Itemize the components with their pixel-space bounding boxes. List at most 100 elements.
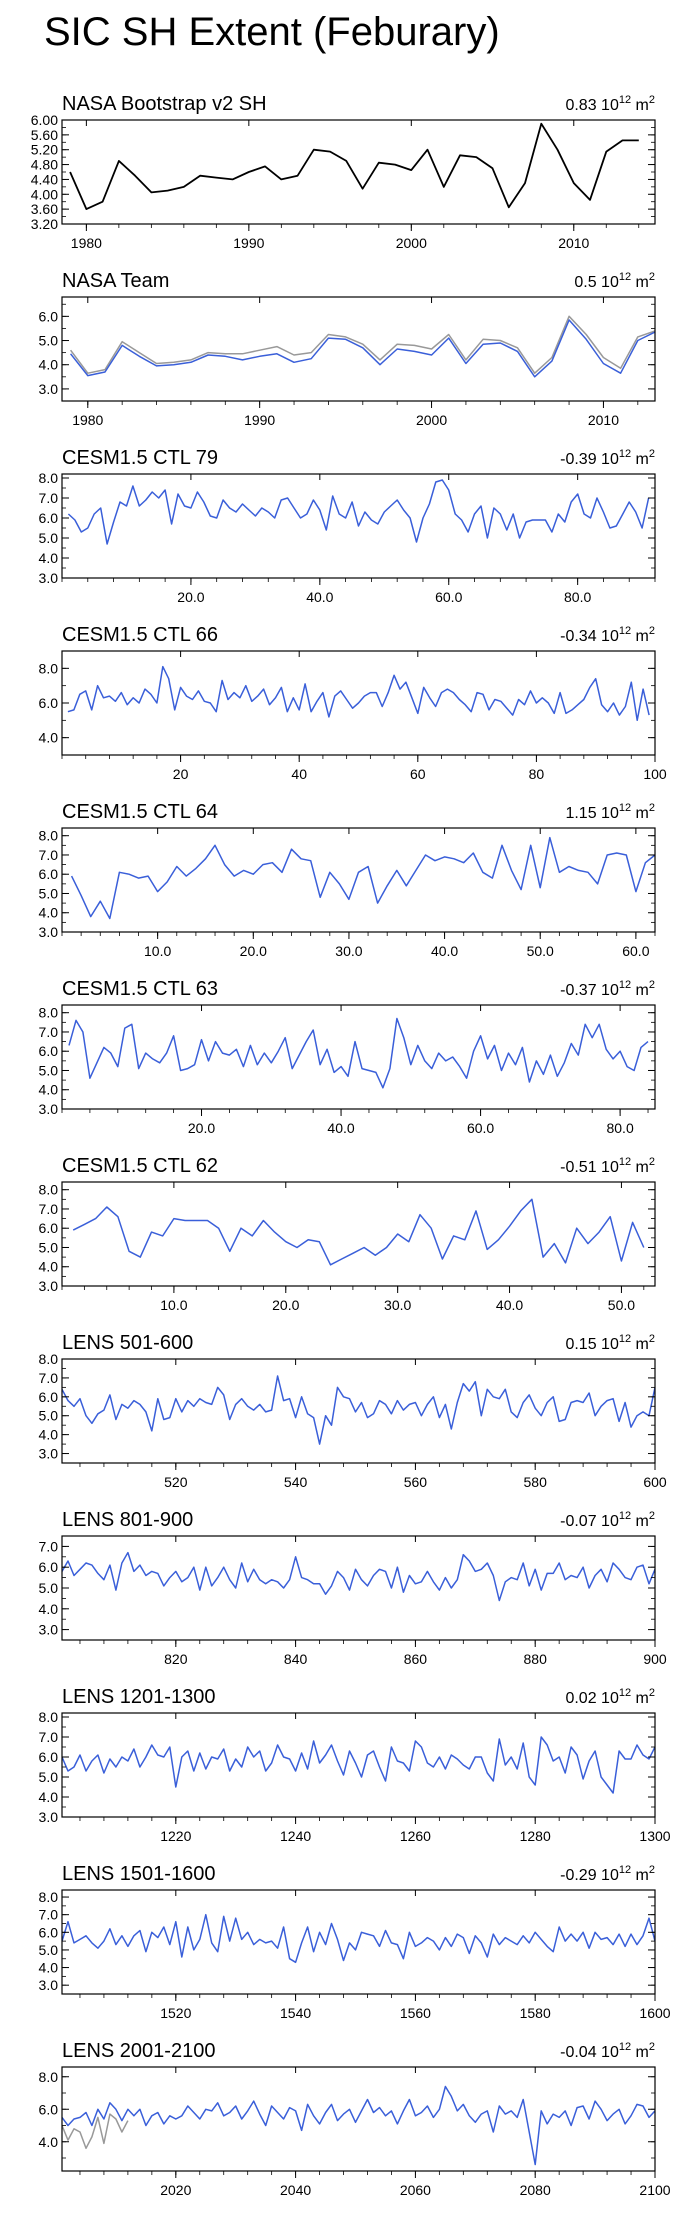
series-line bbox=[62, 1736, 655, 1794]
trend-annotation: 0.83 1012 m2 bbox=[565, 94, 655, 114]
y-tick-label: 6.0 bbox=[39, 1220, 59, 1236]
panel-title: CESM1.5 CTL 64 bbox=[62, 801, 218, 823]
panel-title: LENS 2001-2100 bbox=[62, 2040, 215, 2062]
chart-panel: CESM1.5 CTL 63 -0.37 1012 m2 3.0 4.0 5.0 6.0 7… bbox=[39, 978, 656, 1136]
y-tick-label: 5.0 bbox=[39, 1239, 59, 1255]
chart-panel: CESM1.5 CTL 79 -0.39 1012 m2 3.0 4.0 5.0 6.0 7… bbox=[39, 447, 656, 605]
trend-unit-symbol: m bbox=[631, 805, 649, 822]
trend-unit-base: 10 bbox=[601, 274, 619, 291]
trend-value: -0.39 bbox=[560, 451, 601, 468]
trend-unit-symbol: m bbox=[631, 97, 649, 114]
x-tick-label: 1520 bbox=[160, 2005, 191, 2021]
x-tick-label: 900 bbox=[643, 1651, 667, 1667]
y-tick-label: 7.0 bbox=[39, 1201, 59, 1217]
trend-annotation: 1.15 1012 m2 bbox=[565, 802, 655, 822]
x-tick-label: 20.0 bbox=[188, 1120, 215, 1136]
trend-unit-symbol: m bbox=[631, 1159, 649, 1176]
panel-title: NASA Team bbox=[62, 270, 169, 292]
x-tick-label: 50.0 bbox=[527, 943, 554, 959]
plot-frame bbox=[61, 1712, 656, 1818]
y-tick-label: 4.0 bbox=[39, 1601, 59, 1617]
plot-frame bbox=[61, 1358, 656, 1464]
trend-value: -0.04 bbox=[560, 2044, 601, 2061]
trend-annotation: -0.34 1012 m2 bbox=[560, 625, 655, 645]
y-tick-label: 7.0 bbox=[39, 1370, 59, 1386]
series-line bbox=[67, 479, 650, 545]
chart-panel: NASA Team 0.5 1012 m2 3.0 4.0 5.0 6.0 1980 1990… bbox=[39, 270, 656, 428]
y-tick-label: 4.0 bbox=[39, 730, 59, 746]
y-tick-label: 4.0 bbox=[39, 357, 59, 373]
x-tick-label: 60.0 bbox=[435, 589, 462, 605]
panel-title: CESM1.5 CTL 62 bbox=[62, 1155, 218, 1177]
y-tick-label: 7.0 bbox=[39, 490, 59, 506]
trend-unit-exponent: 2 bbox=[649, 802, 655, 814]
trend-unit-exponent: 12 bbox=[619, 1333, 631, 1345]
trend-unit-base: 10 bbox=[601, 805, 619, 822]
x-tick-label: 60.0 bbox=[467, 1120, 494, 1136]
y-tick-label: 5.0 bbox=[39, 1062, 59, 1078]
trend-unit-exponent: 2 bbox=[649, 271, 655, 283]
panel-title: LENS 1501-1600 bbox=[62, 1863, 215, 1885]
y-tick-label: 5.20 bbox=[31, 142, 58, 158]
chart-panel: CESM1.5 CTL 66 -0.34 1012 m2 4.0 6.0 8.0 20 40… bbox=[39, 624, 667, 782]
y-tick-label: 6.0 bbox=[39, 866, 59, 882]
x-tick-label: 10.0 bbox=[160, 1297, 187, 1313]
x-tick-label: 1540 bbox=[280, 2005, 311, 2021]
series-line bbox=[62, 1551, 655, 1602]
trend-unit-base: 10 bbox=[601, 1159, 619, 1176]
x-tick-label: 860 bbox=[404, 1651, 428, 1667]
trend-value: 0.5 bbox=[574, 274, 601, 291]
trend-unit-base: 10 bbox=[601, 628, 619, 645]
trend-unit-base: 10 bbox=[601, 1690, 619, 1707]
x-tick-label: 880 bbox=[524, 1651, 548, 1667]
trend-annotation: -0.07 1012 m2 bbox=[560, 1510, 655, 1530]
y-tick-label: 7.0 bbox=[39, 1538, 59, 1554]
y-tick-label: 4.0 bbox=[39, 1789, 59, 1805]
x-tick-label: 560 bbox=[404, 1474, 428, 1490]
series-line bbox=[69, 122, 639, 211]
trend-unit-exponent: 2 bbox=[649, 1156, 655, 1168]
plot-frame bbox=[61, 2066, 656, 2172]
x-tick-label: 30.0 bbox=[384, 1297, 411, 1313]
x-tick-label: 80.0 bbox=[606, 1120, 633, 1136]
y-tick-label: 8.0 bbox=[39, 2069, 59, 2085]
trend-unit-exponent: 12 bbox=[619, 1687, 631, 1699]
trend-unit-exponent: 2 bbox=[649, 448, 655, 460]
y-tick-label: 6.0 bbox=[39, 1559, 59, 1575]
x-tick-label: 10.0 bbox=[144, 943, 171, 959]
plot-frame bbox=[61, 827, 656, 933]
x-tick-label: 20 bbox=[173, 766, 189, 782]
series-line bbox=[62, 1375, 655, 1445]
x-tick-label: 2100 bbox=[639, 2182, 670, 2198]
trend-value: 0.83 bbox=[565, 97, 601, 114]
trend-value: -0.51 bbox=[560, 1159, 601, 1176]
x-tick-label: 40.0 bbox=[327, 1120, 354, 1136]
y-tick-label: 6.0 bbox=[39, 695, 59, 711]
trend-unit-exponent: 12 bbox=[619, 271, 631, 283]
trend-unit-exponent: 2 bbox=[649, 1687, 655, 1699]
y-tick-label: 3.0 bbox=[39, 1977, 59, 1993]
trend-annotation: -0.04 1012 m2 bbox=[560, 2041, 655, 2061]
y-tick-label: 8.0 bbox=[39, 1889, 59, 1905]
y-tick-label: 3.0 bbox=[39, 1809, 59, 1825]
panel-title: LENS 501-600 bbox=[62, 1332, 193, 1354]
y-tick-label: 4.0 bbox=[39, 1427, 59, 1443]
y-tick-label: 5.0 bbox=[39, 1408, 59, 1424]
trend-unit-exponent: 2 bbox=[649, 1510, 655, 1522]
series-line bbox=[68, 1017, 649, 1089]
plot-frame bbox=[61, 1535, 656, 1641]
trend-unit-base: 10 bbox=[601, 451, 619, 468]
figure-title: SIC SH Extent (Feburary) bbox=[44, 10, 500, 54]
y-tick-label: 4.0 bbox=[39, 2134, 59, 2150]
trend-unit-base: 10 bbox=[601, 97, 619, 114]
x-tick-label: 1280 bbox=[520, 1828, 551, 1844]
x-tick-label: 60 bbox=[410, 766, 426, 782]
trend-unit-exponent: 12 bbox=[619, 1510, 631, 1522]
x-tick-label: 50.0 bbox=[608, 1297, 635, 1313]
trend-unit-symbol: m bbox=[631, 451, 649, 468]
trend-unit-base: 10 bbox=[601, 1867, 619, 1884]
plot-frame bbox=[61, 296, 656, 402]
plot-frame bbox=[61, 1004, 656, 1110]
panel-title: NASA Bootstrap v2 SH bbox=[62, 93, 267, 115]
x-tick-label: 40 bbox=[291, 766, 307, 782]
